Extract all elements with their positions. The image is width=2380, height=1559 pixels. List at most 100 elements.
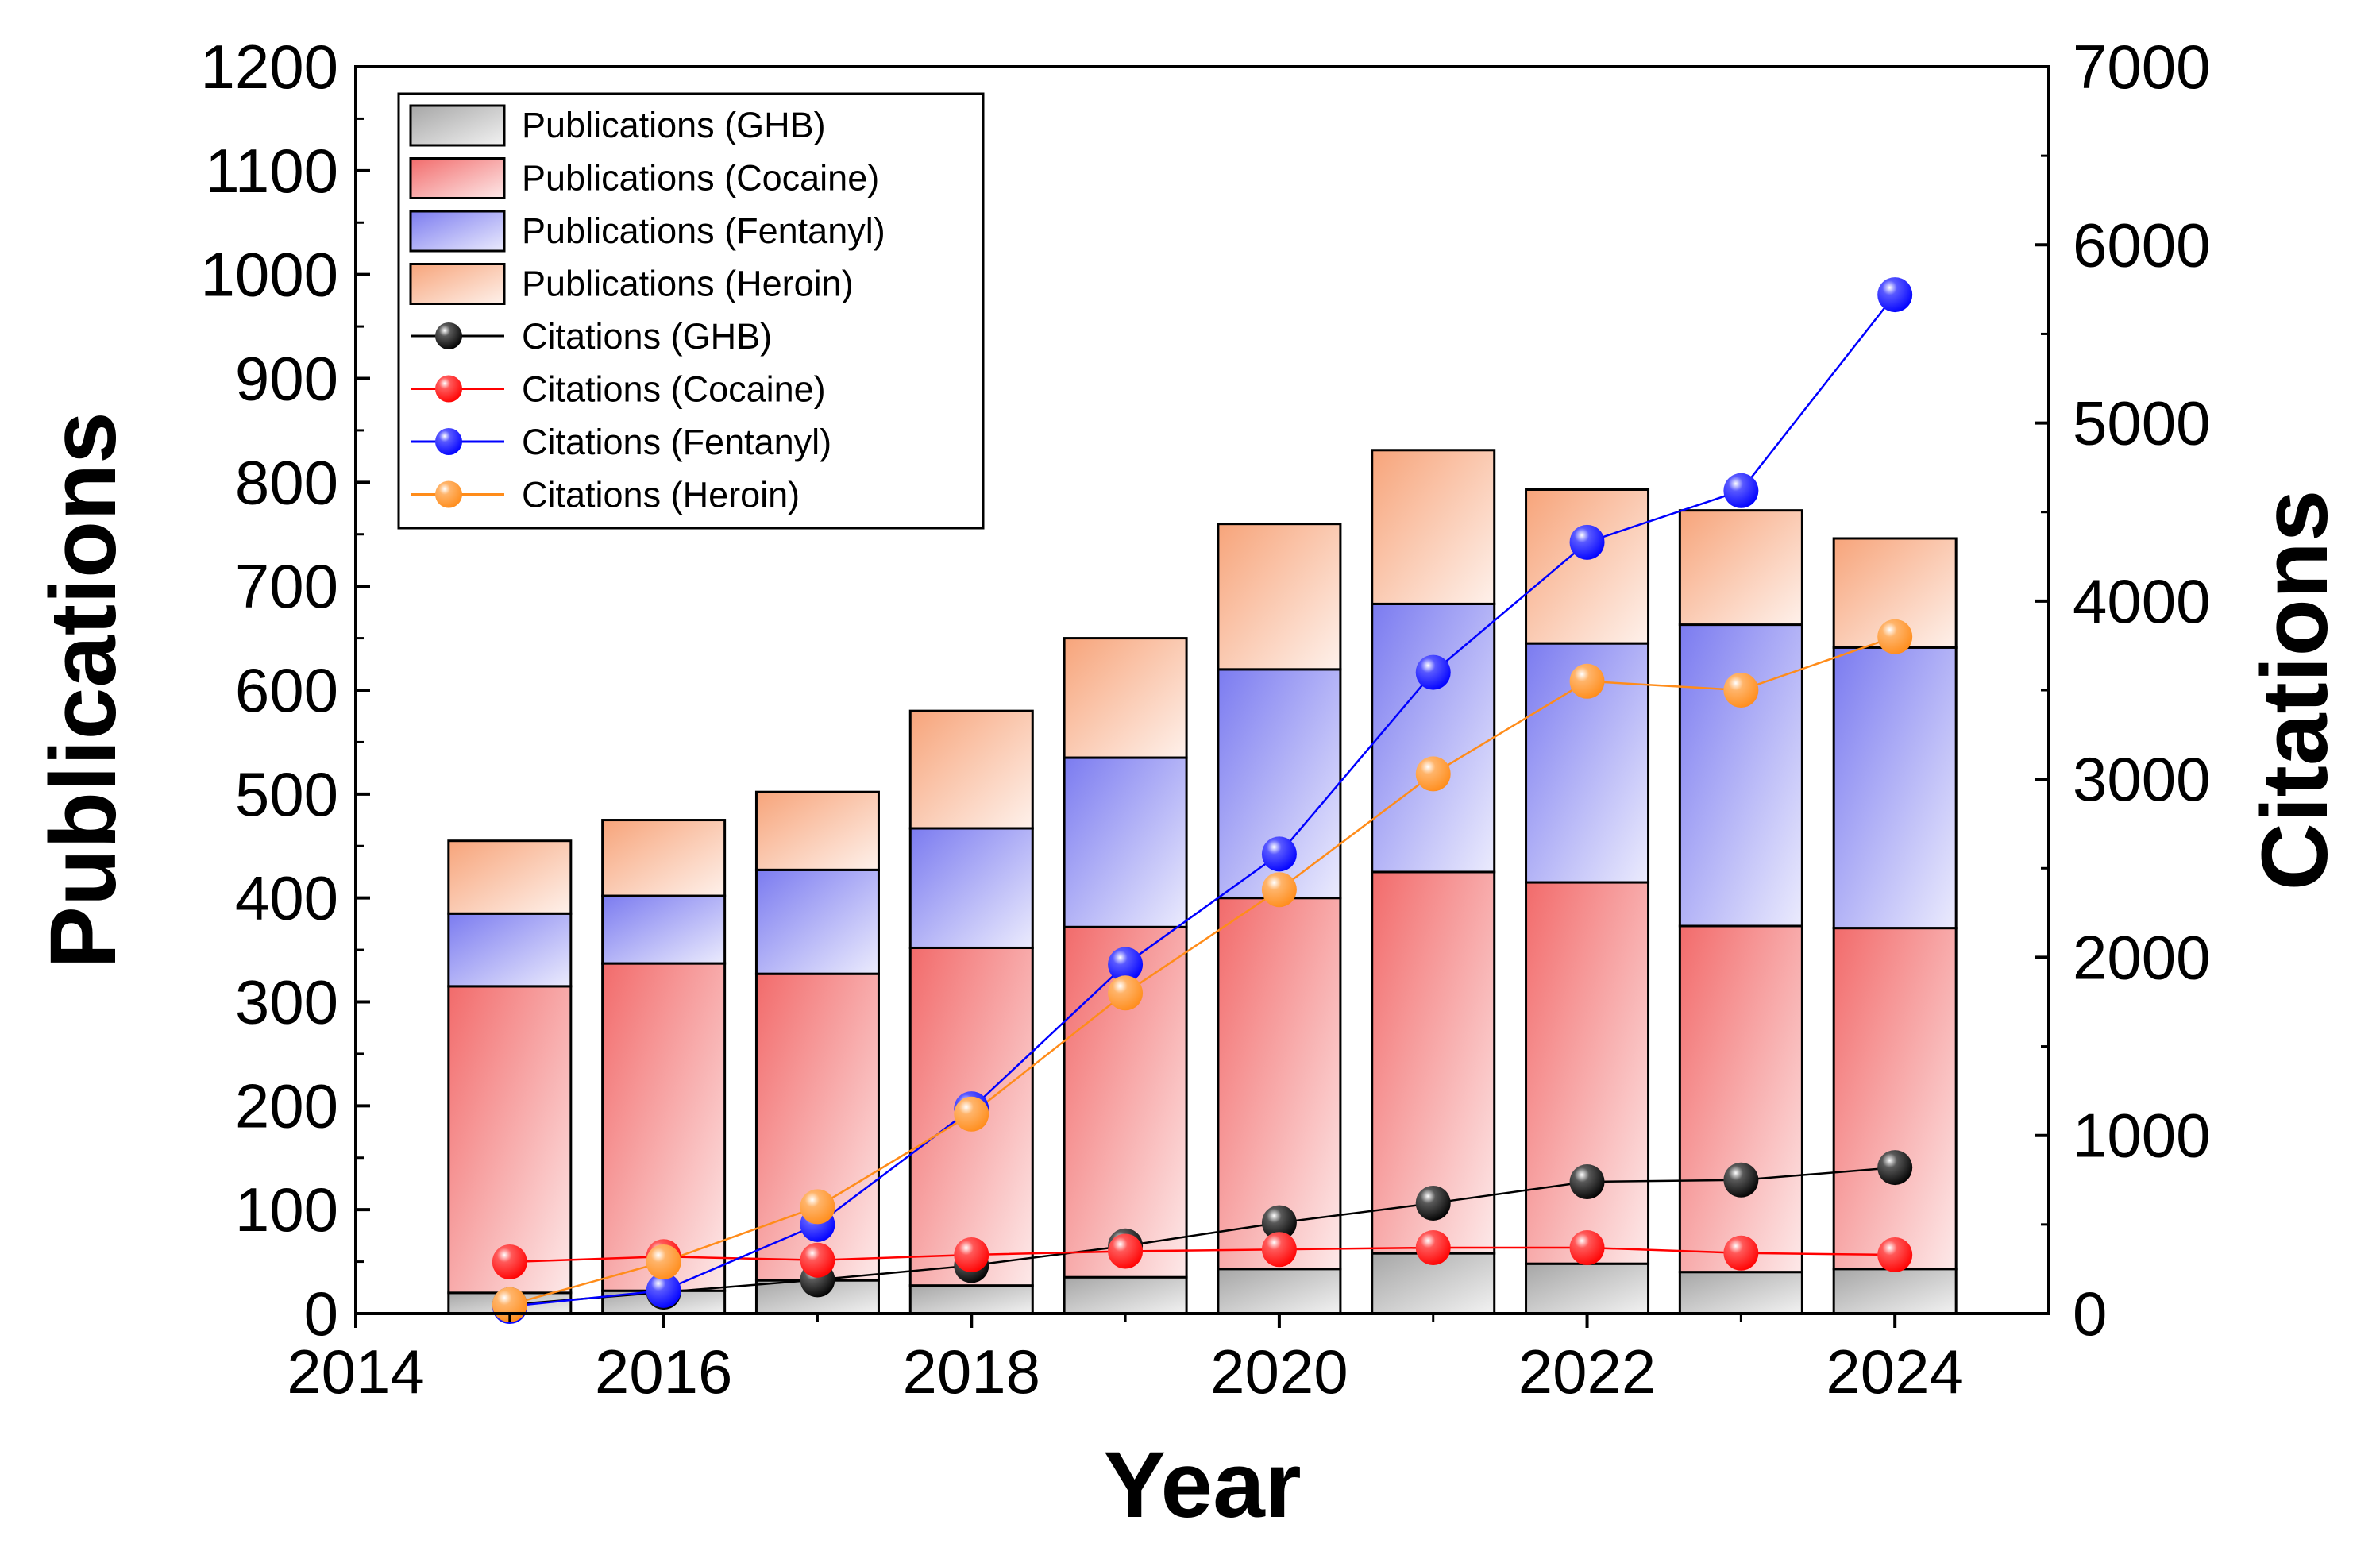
- point-citations-fentanyl-2021: [1415, 654, 1451, 690]
- bar-publications-heroin-2020: [1217, 523, 1342, 671]
- bar-publications-heroin-2017: [754, 790, 880, 871]
- y-tick-label: 1200: [200, 32, 338, 102]
- y-tick-label: 300: [235, 967, 338, 1037]
- lines-layer: [492, 277, 1913, 1325]
- point-citations-cocaine-2018: [954, 1237, 989, 1272]
- point-citations-cocaine-2022: [1569, 1230, 1605, 1266]
- legend-marker-citations-cocaine: [435, 375, 462, 403]
- legend-label-citations-heroin: Citations (Heroin): [522, 475, 800, 515]
- legend-label-publications-ghb: Publications (GHB): [522, 105, 826, 145]
- point-citations-heroin-2020: [1261, 872, 1297, 908]
- line-citations-ghb: [509, 1166, 1896, 1306]
- bar-publications-fentanyl-2017: [754, 868, 880, 975]
- bar-publications-fentanyl-2024: [1832, 646, 1958, 930]
- y-tick-label: 400: [235, 863, 338, 933]
- bar-publications-cocaine-2023: [1678, 924, 1803, 1274]
- point-citations-ghb-2020: [1261, 1205, 1297, 1241]
- legend-label-publications-fentanyl: Publications (Fentanyl): [522, 210, 885, 251]
- y2-tick-label: 3000: [2073, 744, 2211, 814]
- bar-publications-ghb-2019: [1063, 1275, 1188, 1315]
- bar-publications-heroin-2018: [908, 709, 1034, 830]
- y2-tick-label: 5000: [2073, 388, 2211, 458]
- point-citations-heroin-2021: [1415, 756, 1451, 792]
- legend-marker-citations-heroin: [435, 480, 462, 508]
- x-axis-title: Year: [1103, 1433, 1301, 1538]
- point-citations-cocaine-2020: [1261, 1232, 1297, 1268]
- bar-publications-fentanyl-2023: [1678, 623, 1803, 928]
- point-citations-ghb-2022: [1569, 1164, 1605, 1200]
- legend-label-publications-heroin: Publications (Heroin): [522, 264, 854, 304]
- point-citations-cocaine-2021: [1415, 1230, 1451, 1266]
- point-citations-cocaine-2024: [1877, 1237, 1913, 1272]
- legend-swatch-publications-cocaine: [409, 157, 506, 199]
- x-tick-label: 2014: [287, 1337, 425, 1407]
- bar-publications-heroin-2019: [1063, 637, 1188, 759]
- point-citations-heroin-2023: [1723, 673, 1759, 708]
- point-citations-cocaine-2023: [1723, 1235, 1759, 1271]
- bar-publications-ghb-2022: [1525, 1262, 1650, 1315]
- y-tick-label: 200: [235, 1071, 338, 1140]
- y2-tick-label: 1000: [2073, 1101, 2211, 1171]
- bar-publications-cocaine-2015: [447, 985, 573, 1295]
- point-citations-heroin-2024: [1877, 619, 1913, 654]
- x-tick-label: 2016: [595, 1337, 733, 1407]
- point-citations-heroin-2017: [800, 1189, 835, 1225]
- axes-layer: 2014 2016 2018 2020 2022 2024 0 100 200 300 400 500…: [200, 32, 2210, 1407]
- y2-tick-label: 2000: [2073, 922, 2211, 992]
- y-tick-label: 700: [235, 551, 338, 621]
- bar-publications-fentanyl-2015: [447, 912, 573, 988]
- legend-label-citations-fentanyl: Citations (Fentanyl): [522, 422, 831, 462]
- point-citations-fentanyl-2024: [1877, 277, 1913, 313]
- point-citations-heroin-2022: [1569, 663, 1605, 699]
- point-citations-ghb-2021: [1415, 1185, 1451, 1221]
- point-citations-fentanyl-2019: [1108, 947, 1144, 982]
- y2-tick-label: 6000: [2073, 210, 2211, 280]
- legend-swatch-publications-heroin: [409, 263, 506, 305]
- x-tick-label: 2018: [903, 1337, 1041, 1407]
- legend-marker-citations-ghb: [435, 322, 462, 349]
- bar-publications-heroin-2022: [1525, 488, 1650, 645]
- legend: Publications (GHB) Publications (Cocaine)…: [397, 92, 985, 530]
- x-tick-label: 2022: [1518, 1337, 1657, 1407]
- y-tick-label: 100: [235, 1175, 338, 1244]
- legend-label-citations-cocaine: Citations (Cocaine): [522, 369, 826, 410]
- legend-swatch-publications-fentanyl: [409, 210, 506, 253]
- legend-swatch-publications-ghb: [409, 104, 506, 147]
- bar-publications-cocaine-2024: [1832, 927, 1958, 1271]
- point-citations-fentanyl-2022: [1569, 524, 1605, 560]
- bar-publications-ghb-2020: [1217, 1268, 1342, 1315]
- point-citations-ghb-2023: [1723, 1162, 1759, 1198]
- bar-publications-cocaine-2016: [601, 962, 727, 1292]
- bar-publications-heroin-2015: [447, 839, 573, 915]
- y2-tick-label: 4000: [2073, 566, 2211, 636]
- bar-publications-heroin-2021: [1371, 449, 1496, 605]
- bar-publications-ghb-2018: [908, 1284, 1034, 1315]
- point-citations-heroin-2016: [646, 1244, 681, 1279]
- point-citations-cocaine-2015: [492, 1244, 527, 1279]
- point-citations-heroin-2018: [954, 1096, 989, 1132]
- point-citations-fentanyl-2016: [646, 1272, 681, 1308]
- x-tick-label: 2020: [1210, 1337, 1348, 1407]
- point-citations-ghb-2024: [1877, 1150, 1913, 1186]
- legend-marker-citations-fentanyl: [435, 428, 462, 455]
- y-tick-label: 0: [304, 1279, 338, 1349]
- point-citations-fentanyl-2023: [1723, 473, 1759, 508]
- bar-publications-cocaine-2022: [1525, 881, 1650, 1265]
- bar-publications-ghb-2023: [1678, 1271, 1803, 1315]
- bar-publications-fentanyl-2016: [601, 894, 727, 965]
- y-tick-label: 1100: [205, 136, 338, 206]
- bar-publications-fentanyl-2018: [908, 827, 1034, 949]
- x-tick-label: 2024: [1826, 1337, 1964, 1407]
- line-citations-fentanyl: [509, 294, 1896, 1308]
- bar-publications-ghb-2024: [1832, 1268, 1958, 1315]
- point-citations-cocaine-2017: [800, 1242, 835, 1278]
- bar-publications-heroin-2016: [601, 819, 727, 897]
- bar-publications-fentanyl-2021: [1371, 602, 1496, 874]
- bar-publications-fentanyl-2019: [1063, 756, 1188, 928]
- y-axis-title: Publications: [31, 411, 136, 969]
- y-tick-label: 800: [235, 447, 338, 517]
- y-tick-label: 600: [235, 655, 338, 725]
- y2-tick-label: 0: [2073, 1279, 2107, 1349]
